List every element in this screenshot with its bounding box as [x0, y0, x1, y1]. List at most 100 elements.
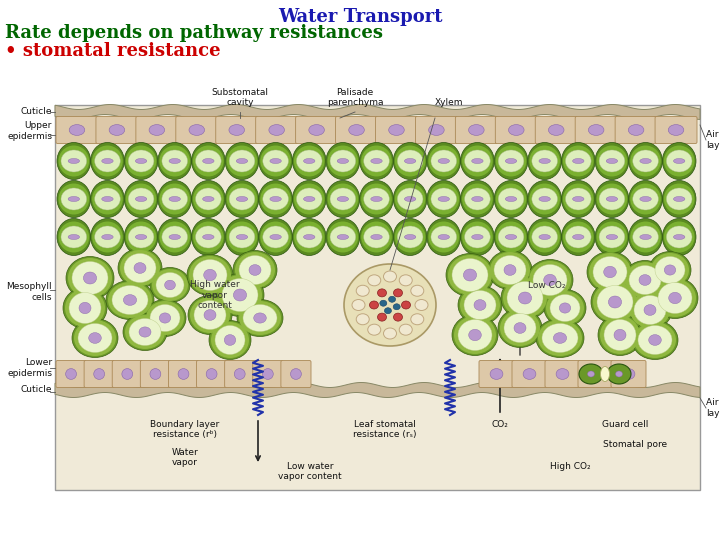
Ellipse shape: [652, 278, 698, 319]
Ellipse shape: [192, 219, 225, 255]
Ellipse shape: [360, 219, 393, 255]
Ellipse shape: [546, 291, 584, 325]
FancyBboxPatch shape: [84, 361, 114, 388]
Ellipse shape: [639, 275, 651, 286]
Ellipse shape: [411, 285, 424, 296]
Ellipse shape: [488, 251, 532, 289]
Ellipse shape: [297, 188, 322, 210]
Ellipse shape: [384, 271, 397, 282]
Ellipse shape: [658, 282, 692, 314]
Ellipse shape: [600, 316, 640, 354]
Ellipse shape: [397, 188, 423, 210]
Text: Low CO₂: Low CO₂: [528, 280, 565, 289]
Ellipse shape: [597, 145, 627, 177]
Ellipse shape: [389, 296, 395, 302]
Ellipse shape: [188, 295, 232, 334]
Text: Stomatal pore: Stomatal pore: [603, 440, 667, 449]
Ellipse shape: [498, 188, 524, 210]
Ellipse shape: [128, 188, 154, 210]
Ellipse shape: [236, 197, 248, 201]
Ellipse shape: [539, 159, 550, 164]
Ellipse shape: [607, 364, 631, 384]
Ellipse shape: [640, 197, 652, 201]
FancyBboxPatch shape: [535, 117, 577, 144]
Ellipse shape: [169, 159, 181, 164]
Ellipse shape: [150, 267, 190, 302]
Ellipse shape: [150, 369, 161, 380]
Ellipse shape: [393, 304, 400, 310]
Ellipse shape: [159, 145, 190, 177]
Ellipse shape: [360, 180, 393, 218]
Ellipse shape: [630, 145, 661, 177]
Text: Boundary layer
resistance (rᵇ): Boundary layer resistance (rᵇ): [150, 420, 220, 440]
Ellipse shape: [428, 221, 459, 253]
Ellipse shape: [389, 125, 404, 136]
Ellipse shape: [597, 221, 627, 253]
Ellipse shape: [356, 285, 369, 296]
Ellipse shape: [304, 197, 315, 201]
Ellipse shape: [628, 291, 672, 329]
Ellipse shape: [629, 266, 661, 294]
Ellipse shape: [572, 197, 584, 201]
Ellipse shape: [638, 326, 672, 354]
Ellipse shape: [539, 197, 550, 201]
Text: Cuticle: Cuticle: [20, 386, 52, 395]
Ellipse shape: [91, 143, 125, 179]
Ellipse shape: [94, 369, 104, 380]
Ellipse shape: [603, 266, 616, 278]
Ellipse shape: [291, 369, 302, 380]
Ellipse shape: [158, 143, 192, 179]
Ellipse shape: [360, 143, 393, 179]
Ellipse shape: [533, 265, 567, 295]
FancyBboxPatch shape: [55, 105, 700, 490]
Ellipse shape: [469, 125, 484, 136]
Ellipse shape: [239, 255, 271, 285]
Ellipse shape: [614, 329, 626, 341]
Ellipse shape: [598, 314, 642, 355]
Ellipse shape: [261, 184, 291, 214]
Ellipse shape: [504, 314, 536, 342]
Ellipse shape: [395, 221, 426, 253]
Ellipse shape: [464, 150, 490, 172]
Ellipse shape: [193, 184, 224, 214]
Ellipse shape: [78, 323, 112, 353]
FancyBboxPatch shape: [336, 117, 377, 144]
Ellipse shape: [270, 197, 282, 201]
Ellipse shape: [438, 234, 449, 240]
Text: Substomatal
cavity: Substomatal cavity: [212, 87, 269, 107]
Text: CO₂: CO₂: [492, 420, 508, 429]
Ellipse shape: [544, 274, 557, 286]
Ellipse shape: [146, 301, 184, 335]
Ellipse shape: [125, 315, 165, 349]
FancyBboxPatch shape: [578, 361, 613, 388]
Ellipse shape: [662, 219, 696, 255]
Ellipse shape: [229, 125, 245, 136]
Ellipse shape: [593, 282, 637, 322]
Ellipse shape: [229, 226, 255, 248]
Ellipse shape: [92, 221, 123, 253]
FancyBboxPatch shape: [168, 361, 199, 388]
Ellipse shape: [297, 150, 322, 172]
Ellipse shape: [438, 197, 449, 201]
Ellipse shape: [58, 145, 89, 177]
Ellipse shape: [415, 300, 428, 310]
Ellipse shape: [588, 125, 604, 136]
Ellipse shape: [655, 256, 685, 284]
Ellipse shape: [63, 287, 107, 328]
Ellipse shape: [364, 150, 390, 172]
Ellipse shape: [514, 322, 526, 333]
Ellipse shape: [261, 221, 291, 253]
Ellipse shape: [72, 319, 118, 357]
Ellipse shape: [562, 219, 595, 255]
Ellipse shape: [125, 143, 158, 179]
Ellipse shape: [229, 150, 255, 172]
Ellipse shape: [538, 320, 582, 356]
Ellipse shape: [193, 145, 224, 177]
Ellipse shape: [527, 260, 573, 300]
Ellipse shape: [397, 150, 423, 172]
Text: Low water
vapor content: Low water vapor content: [278, 462, 342, 481]
FancyBboxPatch shape: [655, 117, 697, 144]
Ellipse shape: [371, 197, 382, 201]
Ellipse shape: [554, 333, 567, 343]
Ellipse shape: [309, 125, 325, 136]
